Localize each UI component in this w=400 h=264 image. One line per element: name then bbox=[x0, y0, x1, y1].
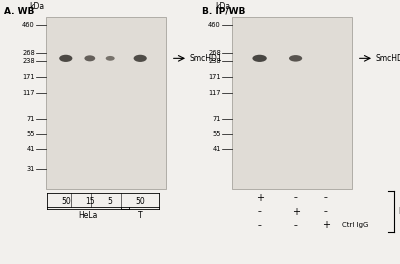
Text: 50: 50 bbox=[61, 197, 71, 206]
Text: 238: 238 bbox=[208, 58, 221, 64]
Text: 117: 117 bbox=[22, 90, 35, 96]
Text: SmcHD1: SmcHD1 bbox=[376, 54, 400, 63]
Text: –: – bbox=[258, 207, 262, 216]
Text: IP: IP bbox=[398, 207, 400, 216]
Ellipse shape bbox=[252, 55, 267, 62]
Text: 460: 460 bbox=[22, 22, 35, 28]
Text: kDa: kDa bbox=[29, 2, 44, 11]
Text: 50: 50 bbox=[135, 197, 145, 206]
Text: 5: 5 bbox=[108, 197, 113, 206]
Text: 31: 31 bbox=[26, 166, 35, 172]
Text: +: + bbox=[292, 207, 300, 217]
Bar bbox=[232, 17, 352, 189]
Text: kDa: kDa bbox=[215, 2, 230, 11]
Text: 460: 460 bbox=[208, 22, 221, 28]
Text: 71: 71 bbox=[26, 116, 35, 122]
Text: 171: 171 bbox=[208, 74, 221, 80]
Text: B. IP/WB: B. IP/WB bbox=[202, 7, 245, 16]
Text: 71: 71 bbox=[212, 116, 221, 122]
Text: HeLa: HeLa bbox=[78, 211, 98, 220]
Text: Ctrl IgG: Ctrl IgG bbox=[342, 223, 368, 228]
Text: –: – bbox=[294, 194, 298, 202]
Text: 268: 268 bbox=[208, 50, 221, 56]
Text: +: + bbox=[256, 193, 264, 203]
Ellipse shape bbox=[106, 56, 115, 61]
Text: 15: 15 bbox=[85, 197, 95, 206]
Text: 117: 117 bbox=[208, 90, 221, 96]
Text: –: – bbox=[324, 207, 328, 216]
Text: SmcHD1: SmcHD1 bbox=[190, 54, 223, 63]
Ellipse shape bbox=[59, 55, 72, 62]
Text: 55: 55 bbox=[26, 131, 35, 137]
Ellipse shape bbox=[134, 55, 147, 62]
Text: 41: 41 bbox=[26, 146, 35, 152]
Text: A. WB: A. WB bbox=[4, 7, 34, 16]
Text: +: + bbox=[322, 220, 330, 230]
Text: 55: 55 bbox=[212, 131, 221, 137]
Text: –: – bbox=[294, 221, 298, 230]
Text: 41: 41 bbox=[212, 146, 221, 152]
Text: T: T bbox=[138, 211, 142, 220]
Text: 268: 268 bbox=[22, 50, 35, 56]
Ellipse shape bbox=[289, 55, 302, 62]
Text: 171: 171 bbox=[22, 74, 35, 80]
Text: 238: 238 bbox=[22, 58, 35, 64]
Ellipse shape bbox=[84, 55, 95, 61]
Text: –: – bbox=[258, 221, 262, 230]
Bar bbox=[46, 17, 166, 189]
Text: –: – bbox=[324, 194, 328, 202]
